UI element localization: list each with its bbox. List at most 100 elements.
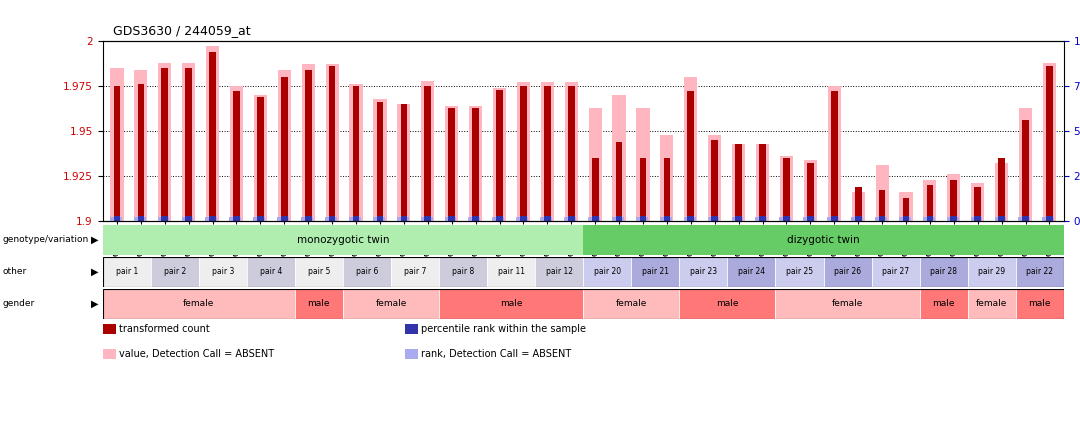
- Bar: [325, 64, 339, 221]
- Text: ▶: ▶: [91, 298, 98, 309]
- Text: pair 7: pair 7: [404, 267, 427, 276]
- Bar: [210, 52, 216, 221]
- Text: pair 26: pair 26: [834, 267, 861, 276]
- Bar: [305, 216, 311, 221]
- Bar: [295, 289, 343, 318]
- Bar: [639, 158, 646, 221]
- Bar: [708, 135, 721, 221]
- Bar: [998, 158, 1005, 221]
- Bar: [688, 216, 694, 221]
- Bar: [804, 217, 815, 221]
- Bar: [780, 156, 793, 221]
- Bar: [735, 216, 742, 221]
- Bar: [759, 143, 766, 221]
- Bar: [448, 216, 455, 221]
- Bar: [922, 217, 934, 221]
- Text: male: male: [716, 299, 739, 308]
- Bar: [616, 142, 622, 221]
- Bar: [536, 257, 583, 286]
- Text: gender: gender: [2, 299, 35, 308]
- Bar: [521, 86, 527, 221]
- Text: other: other: [2, 267, 26, 276]
- Bar: [110, 217, 122, 221]
- Bar: [947, 217, 959, 221]
- Bar: [612, 217, 624, 221]
- Bar: [974, 216, 981, 221]
- Bar: [113, 216, 120, 221]
- Bar: [636, 217, 648, 221]
- Bar: [210, 216, 216, 221]
- Bar: [487, 257, 536, 286]
- Bar: [732, 143, 745, 221]
- Bar: [831, 216, 838, 221]
- Text: female: female: [375, 299, 407, 308]
- Bar: [807, 163, 813, 221]
- Bar: [281, 216, 287, 221]
- Bar: [583, 225, 1064, 254]
- Bar: [401, 216, 407, 221]
- Bar: [612, 95, 625, 221]
- Bar: [1047, 216, 1053, 221]
- Bar: [568, 86, 575, 221]
- Bar: [632, 257, 679, 286]
- Bar: [496, 216, 503, 221]
- Bar: [903, 198, 909, 221]
- Bar: [592, 216, 598, 221]
- Bar: [588, 217, 599, 221]
- Bar: [1042, 217, 1054, 221]
- Bar: [728, 257, 775, 286]
- Bar: [684, 217, 696, 221]
- Bar: [879, 190, 886, 221]
- Bar: [568, 216, 575, 221]
- Text: male: male: [932, 299, 955, 308]
- Text: pair 6: pair 6: [355, 267, 378, 276]
- Bar: [564, 217, 576, 221]
- Bar: [391, 257, 438, 286]
- Bar: [424, 86, 431, 221]
- Bar: [492, 217, 504, 221]
- Text: female: female: [976, 299, 1008, 308]
- Bar: [424, 216, 431, 221]
- Bar: [544, 86, 551, 221]
- Text: pair 22: pair 22: [1026, 267, 1053, 276]
- Text: pair 23: pair 23: [690, 267, 717, 276]
- Bar: [852, 192, 865, 221]
- Bar: [950, 180, 957, 221]
- Bar: [397, 104, 410, 221]
- Bar: [254, 95, 267, 221]
- Bar: [230, 86, 243, 221]
- Bar: [278, 70, 291, 221]
- Bar: [565, 83, 578, 221]
- Text: pair 3: pair 3: [212, 267, 234, 276]
- Text: percentile rank within the sample: percentile rank within the sample: [421, 324, 586, 334]
- Bar: [1016, 257, 1064, 286]
- Bar: [998, 216, 1005, 221]
- Bar: [181, 217, 193, 221]
- Bar: [373, 217, 384, 221]
- Bar: [396, 217, 408, 221]
- Bar: [199, 257, 246, 286]
- Bar: [1022, 216, 1029, 221]
- Text: male: male: [500, 299, 523, 308]
- Bar: [254, 217, 265, 221]
- Bar: [1018, 107, 1032, 221]
- Bar: [445, 217, 457, 221]
- Text: pair 24: pair 24: [738, 267, 765, 276]
- Bar: [278, 217, 289, 221]
- Bar: [401, 104, 407, 221]
- Bar: [663, 216, 671, 221]
- Bar: [974, 187, 981, 221]
- Bar: [161, 68, 168, 221]
- Bar: [660, 135, 674, 221]
- Bar: [663, 158, 671, 221]
- Bar: [544, 216, 551, 221]
- Bar: [780, 217, 792, 221]
- Bar: [731, 217, 743, 221]
- Bar: [186, 68, 192, 221]
- Text: female: female: [183, 299, 215, 308]
- Bar: [900, 192, 913, 221]
- Bar: [113, 86, 120, 221]
- Bar: [540, 217, 552, 221]
- Bar: [688, 91, 694, 221]
- Bar: [968, 289, 1015, 318]
